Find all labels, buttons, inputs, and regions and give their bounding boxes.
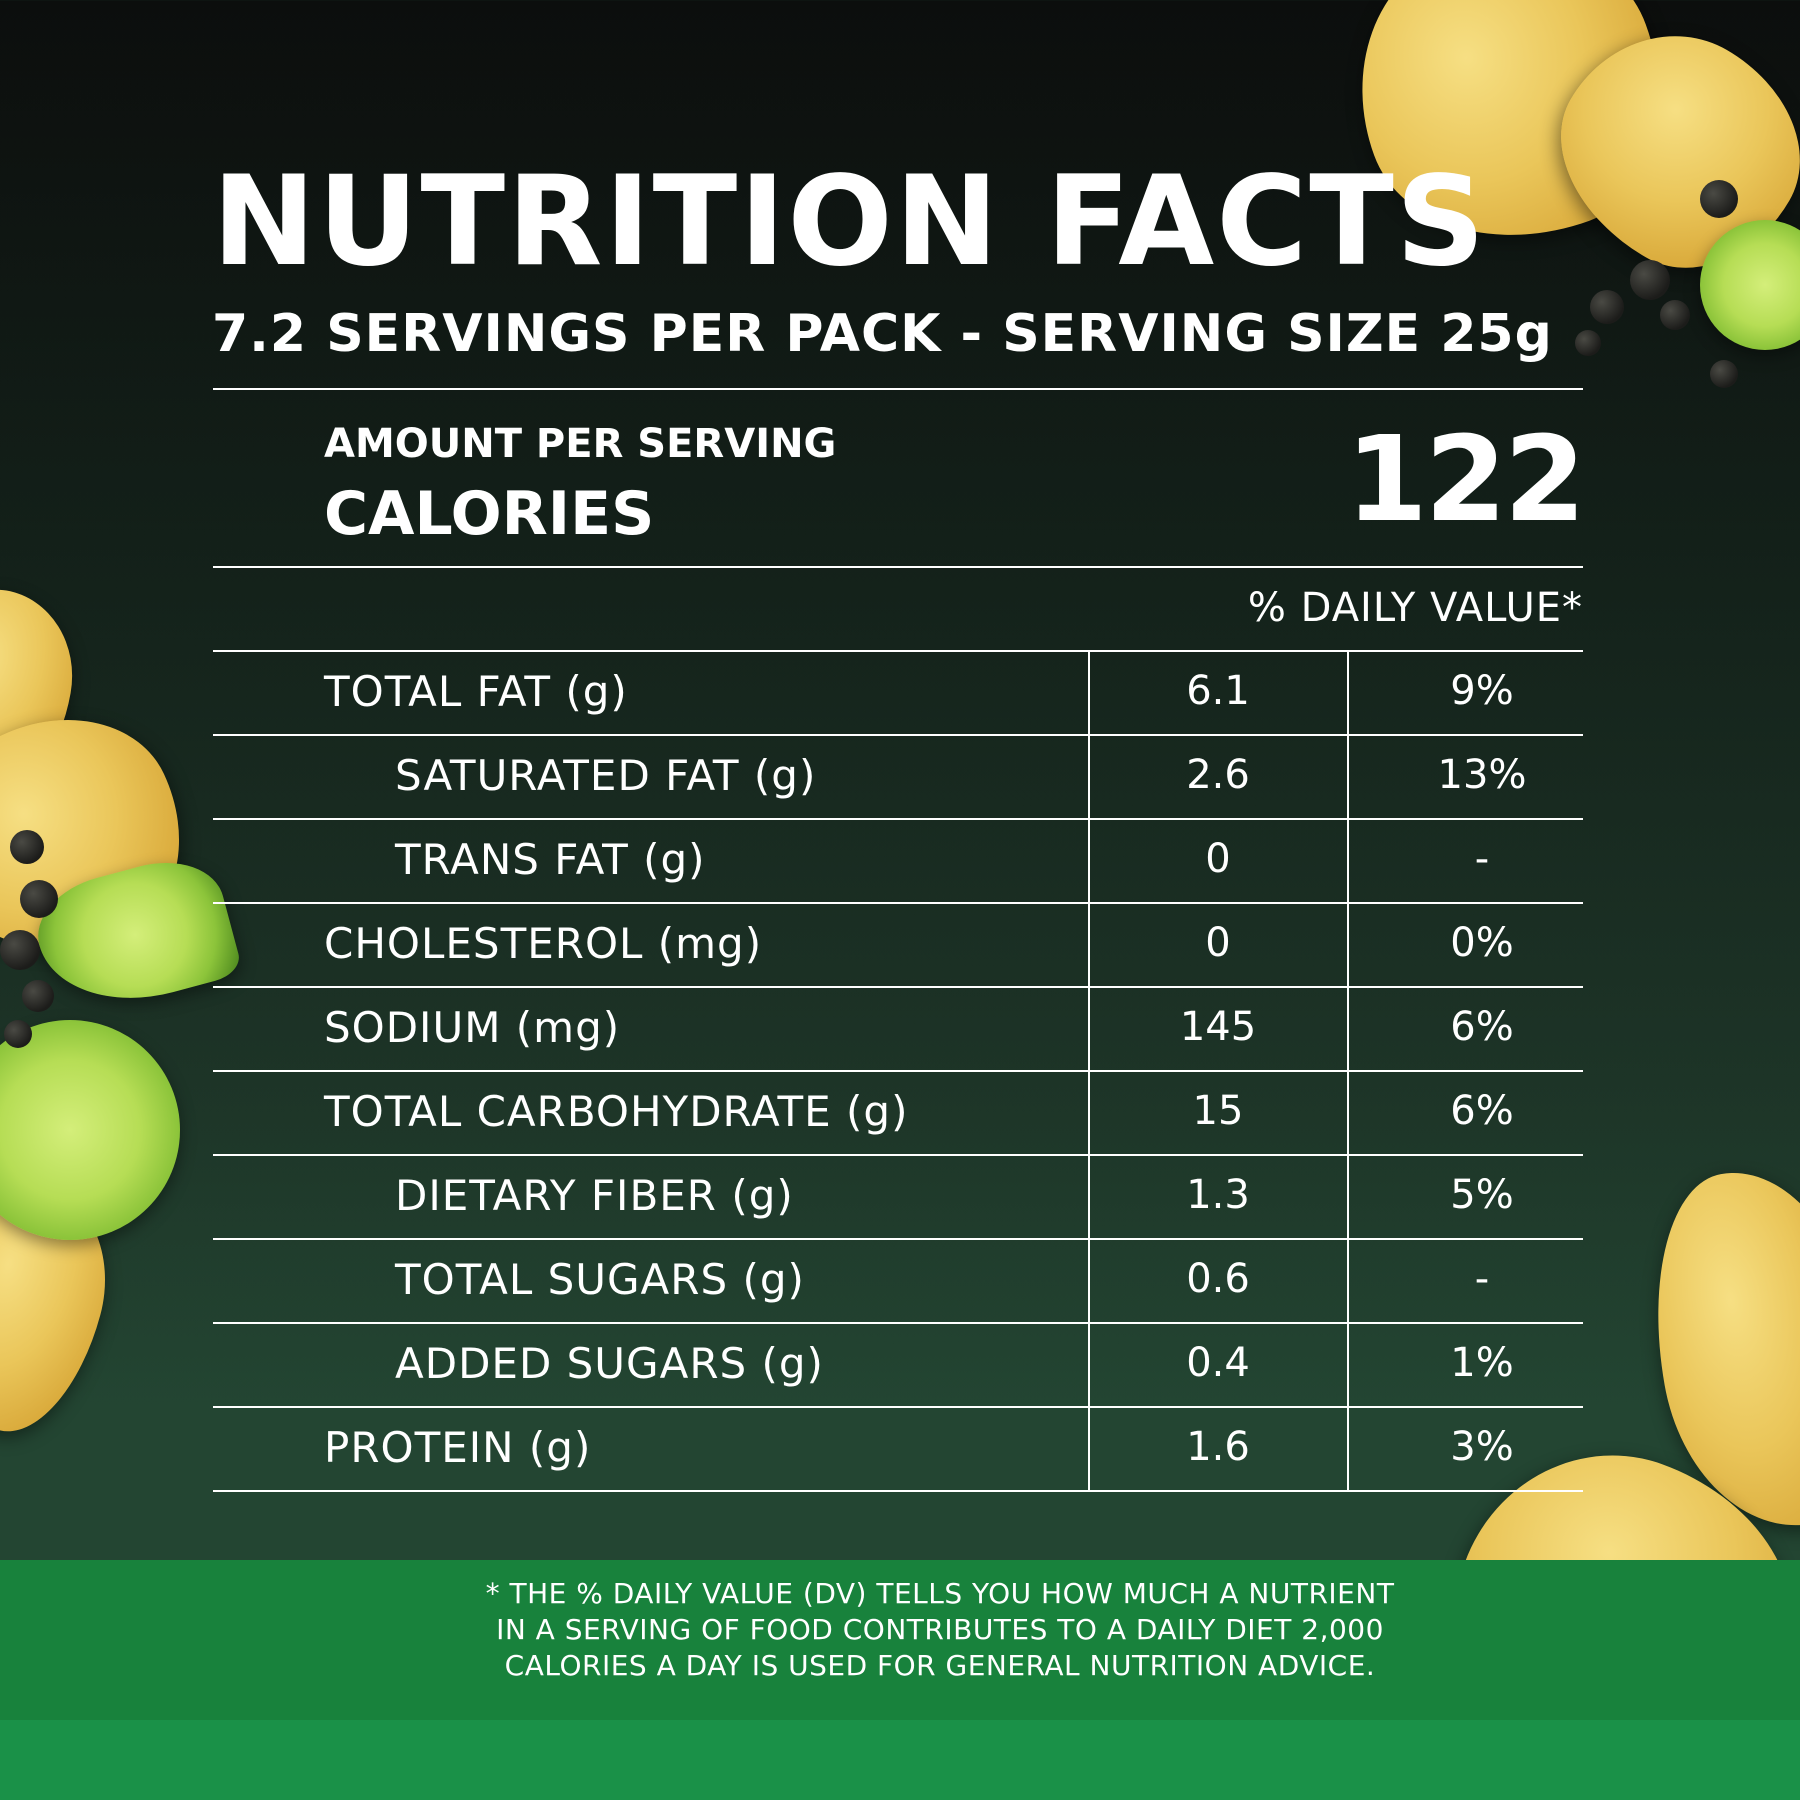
row-separator	[213, 902, 1583, 904]
daily-value-footnote: * THE % DAILY VALUE (DV) TELLS YOU HOW M…	[470, 1576, 1410, 1684]
nutrient-daily-value: 6%	[1450, 1004, 1514, 1050]
footnote-line: * THE % DAILY VALUE (DV) TELLS YOU HOW M…	[485, 1577, 1395, 1610]
table-row: PROTEIN (g) 1.6 3%	[213, 1406, 1583, 1489]
nutrient-label: SODIUM (mg)	[324, 1003, 621, 1052]
nutrient-amount: 1.3	[1186, 1172, 1250, 1218]
table-row: TOTAL FAT (g) 6.1 9%	[213, 650, 1583, 733]
nutrient-amount: 0	[1205, 920, 1231, 966]
black-pepper-icon	[0, 930, 40, 970]
footnote-line: CALORIES A DAY IS USED FOR GENERAL NUTRI…	[504, 1649, 1376, 1682]
calories-value: 122	[1345, 410, 1586, 548]
nutrient-amount: 0.6	[1186, 1256, 1250, 1302]
row-separator	[213, 1490, 1583, 1492]
nutrient-daily-value: -	[1474, 1256, 1490, 1302]
nutrient-daily-value: -	[1474, 836, 1490, 882]
table-row: SODIUM (mg) 145 6%	[213, 986, 1583, 1069]
nutrient-daily-value: 5%	[1450, 1172, 1514, 1218]
row-separator	[213, 1238, 1583, 1240]
nutrient-amount: 2.6	[1186, 752, 1250, 798]
nutrient-amount: 6.1	[1186, 668, 1250, 714]
nutrient-label: CHOLESTEROL (mg)	[324, 919, 763, 968]
nutrient-label: DIETARY FIBER (g)	[395, 1171, 794, 1220]
nutrient-label: TOTAL FAT (g)	[324, 667, 628, 716]
black-pepper-icon	[1710, 360, 1738, 388]
row-separator	[213, 1322, 1583, 1324]
table-row: ADDED SUGARS (g) 0.4 1%	[213, 1322, 1583, 1405]
nutrient-daily-value: 9%	[1450, 668, 1514, 714]
footer-band	[0, 1560, 1800, 1720]
nutrient-amount: 0.4	[1186, 1340, 1250, 1386]
servings-line: 7.2 SERVINGS PER PACK - SERVING SIZE 25g	[212, 304, 1553, 364]
black-pepper-icon	[1575, 330, 1601, 356]
footer-bottom-band	[0, 1720, 1800, 1800]
calories-label: CALORIES	[324, 479, 655, 549]
amount-per-serving-label: AMOUNT PER SERVING	[324, 421, 837, 467]
nutrient-daily-value: 6%	[1450, 1088, 1514, 1134]
row-separator	[213, 734, 1583, 736]
footnote-line: IN A SERVING OF FOOD CONTRIBUTES TO A DA…	[496, 1613, 1384, 1646]
nutrient-label: PROTEIN (g)	[324, 1423, 592, 1472]
table-row: DIETARY FIBER (g) 1.3 5%	[213, 1154, 1583, 1237]
nutrient-amount: 15	[1192, 1088, 1244, 1134]
nutrient-label: ADDED SUGARS (g)	[395, 1339, 824, 1388]
table-row: TRANS FAT (g) 0 -	[213, 818, 1583, 901]
black-pepper-icon	[22, 980, 54, 1012]
black-pepper-icon	[1700, 180, 1738, 218]
nutrient-amount: 0	[1205, 836, 1231, 882]
black-pepper-icon	[1660, 300, 1690, 330]
nutrient-daily-value: 1%	[1450, 1340, 1514, 1386]
table-row: TOTAL SUGARS (g) 0.6 -	[213, 1238, 1583, 1321]
lime-slice-icon	[0, 1020, 180, 1240]
nutrient-amount: 1.6	[1186, 1424, 1250, 1470]
nutrient-daily-value: 13%	[1437, 752, 1527, 798]
divider	[213, 566, 1583, 568]
table-top-border	[213, 650, 1583, 652]
table-row: SATURATED FAT (g) 2.6 13%	[213, 734, 1583, 817]
table-row: CHOLESTEROL (mg) 0 0%	[213, 902, 1583, 985]
row-separator	[213, 818, 1583, 820]
black-pepper-icon	[10, 830, 44, 864]
nutrient-label: TOTAL SUGARS (g)	[395, 1255, 805, 1304]
row-separator	[213, 1406, 1583, 1408]
row-separator	[213, 1070, 1583, 1072]
nutrient-label: SATURATED FAT (g)	[395, 751, 817, 800]
row-separator	[213, 986, 1583, 988]
nutrient-daily-value: 3%	[1450, 1424, 1514, 1470]
page-title: NUTRITION FACTS	[212, 150, 1488, 294]
black-pepper-icon	[1630, 260, 1670, 300]
row-separator	[213, 1154, 1583, 1156]
nutrient-label: TRANS FAT (g)	[395, 835, 706, 884]
daily-value-header: % DAILY VALUE*	[1247, 585, 1583, 631]
divider	[213, 388, 1583, 390]
nutrient-label: TOTAL CARBOHYDRATE (g)	[324, 1087, 909, 1136]
lime-wedge-icon	[1700, 220, 1800, 350]
nutrient-amount: 145	[1179, 1004, 1257, 1050]
table-row: TOTAL CARBOHYDRATE (g) 15 6%	[213, 1070, 1583, 1153]
nutrient-daily-value: 0%	[1450, 920, 1514, 966]
black-pepper-icon	[20, 880, 58, 918]
black-pepper-icon	[4, 1020, 32, 1048]
black-pepper-icon	[1590, 290, 1624, 324]
